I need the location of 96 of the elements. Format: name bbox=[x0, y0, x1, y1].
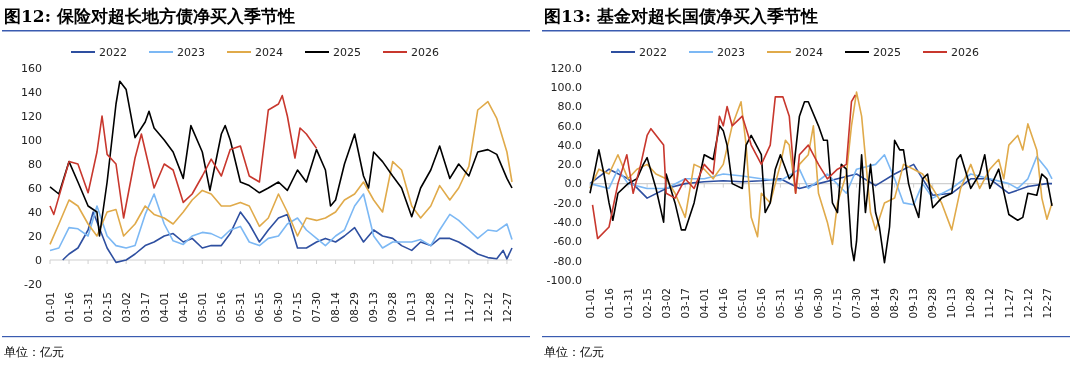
line-series bbox=[49, 193, 513, 252]
legend-label: 2026 bbox=[951, 45, 979, 59]
x-tick-label: 01-31 bbox=[621, 288, 634, 319]
x-tick-label: 06-30 bbox=[812, 288, 825, 319]
x-tick-label: 10-13 bbox=[945, 288, 958, 319]
legend-label: 2025 bbox=[333, 45, 361, 59]
line-series bbox=[591, 94, 857, 240]
y-tick-label: 20 bbox=[28, 229, 42, 243]
chart-title: 图12: 保险对超长地方债净买入季节性 bbox=[4, 6, 295, 26]
x-tick-label: 06-30 bbox=[272, 292, 285, 323]
x-tick-label: 09-13 bbox=[367, 292, 380, 323]
x-tick-label: 03-02 bbox=[119, 292, 132, 323]
chart-title: 图13: 基金对超长国债净买入季节性 bbox=[544, 6, 818, 26]
x-tick-label: 01-01 bbox=[43, 292, 56, 323]
legend-label: 2024 bbox=[255, 45, 283, 59]
y-tick-label: 100.0 bbox=[550, 81, 582, 95]
text: 单位：亿元 bbox=[4, 345, 64, 359]
x-tick-label: 06-15 bbox=[253, 292, 266, 323]
line-series bbox=[589, 153, 1053, 206]
y-tick-label: 40.0 bbox=[557, 138, 582, 152]
y-tick-label: -60.0 bbox=[553, 235, 582, 249]
x-tick-label: 01-16 bbox=[62, 291, 75, 323]
x-tick-label: 09-28 bbox=[926, 288, 939, 319]
x-tick-label: 11-12 bbox=[983, 288, 996, 319]
x-tick-label: 02-15 bbox=[100, 292, 113, 323]
x-tick-label: 10-28 bbox=[424, 292, 437, 323]
legend-label: 2022 bbox=[99, 45, 127, 59]
x-tick-label: 12-27 bbox=[500, 292, 513, 323]
y-tick-label: -80.0 bbox=[553, 254, 582, 268]
x-tick-label: 01-31 bbox=[81, 292, 94, 323]
x-tick-label: 02-15 bbox=[640, 288, 653, 319]
x-tick-label: 07-15 bbox=[831, 288, 844, 319]
line-series bbox=[49, 94, 318, 219]
x-tick-label: 12-12 bbox=[481, 292, 494, 323]
legend-label: 2023 bbox=[177, 45, 205, 59]
y-tick-label: -100.0 bbox=[546, 273, 582, 287]
line-series bbox=[49, 100, 513, 246]
legend-label: 2023 bbox=[717, 45, 745, 59]
line-series bbox=[589, 100, 1053, 264]
y-tick-label: 100 bbox=[21, 133, 42, 147]
line-series bbox=[589, 163, 1053, 199]
x-tick-label: 11-27 bbox=[1002, 288, 1015, 319]
x-tick-label: 07-30 bbox=[310, 292, 323, 323]
line-series bbox=[49, 80, 513, 237]
legend-label: 2025 bbox=[873, 45, 901, 59]
x-tick-label: 05-01 bbox=[735, 288, 748, 319]
x-tick-label: 04-01 bbox=[157, 292, 170, 323]
legend-label: 2022 bbox=[639, 45, 667, 59]
y-tick-label: -20 bbox=[24, 277, 42, 291]
legend-label: 2024 bbox=[795, 45, 823, 59]
x-tick-label: 07-15 bbox=[291, 292, 304, 323]
x-tick-label: 11-27 bbox=[462, 292, 475, 323]
x-tick-label: 12-12 bbox=[1021, 288, 1034, 319]
x-tick-label: 12-27 bbox=[1040, 288, 1053, 319]
x-tick-label: 01-01 bbox=[583, 288, 596, 319]
x-tick-label: 09-28 bbox=[386, 292, 399, 323]
x-tick-label: 11-12 bbox=[443, 292, 456, 323]
y-tick-label: 120.0 bbox=[550, 61, 582, 75]
x-tick-label: 04-16 bbox=[716, 287, 729, 319]
x-tick-label: 08-29 bbox=[888, 288, 901, 319]
x-tick-label: 07-30 bbox=[850, 288, 863, 319]
x-tick-label: 05-31 bbox=[774, 288, 787, 319]
x-tick-label: 06-15 bbox=[793, 288, 806, 319]
y-tick-label: -40.0 bbox=[553, 216, 582, 230]
x-tick-label: 04-01 bbox=[697, 288, 710, 319]
x-tick-label: 05-16 bbox=[755, 287, 768, 319]
x-tick-label: 03-17 bbox=[678, 288, 691, 319]
y-tick-label: 160 bbox=[21, 61, 42, 75]
x-tick-label: 08-29 bbox=[348, 292, 361, 323]
x-tick-label: 10-13 bbox=[405, 292, 418, 323]
x-tick-label: 05-16 bbox=[215, 291, 228, 323]
x-tick-label: 09-13 bbox=[907, 288, 920, 319]
x-tick-label: 03-17 bbox=[138, 292, 151, 323]
y-tick-label: 40 bbox=[28, 205, 42, 219]
x-tick-label: 01-16 bbox=[602, 287, 615, 319]
y-tick-label: 80.0 bbox=[557, 100, 582, 114]
y-tick-label: 140 bbox=[21, 85, 42, 99]
line-series bbox=[61, 211, 513, 264]
y-tick-label: -20.0 bbox=[553, 196, 582, 210]
x-tick-label: 03-02 bbox=[659, 288, 672, 319]
x-tick-label: 08-14 bbox=[869, 287, 882, 319]
x-tick-label: 04-16 bbox=[176, 291, 189, 323]
x-tick-label: 08-14 bbox=[329, 291, 342, 323]
y-tick-label: 0 bbox=[35, 253, 42, 267]
x-tick-label: 05-31 bbox=[234, 292, 247, 323]
x-tick-label: 05-01 bbox=[195, 292, 208, 323]
y-tick-label: 20.0 bbox=[557, 158, 582, 172]
legend-label: 2026 bbox=[411, 45, 439, 59]
y-tick-label: 120 bbox=[21, 109, 42, 123]
y-tick-label: 0.0 bbox=[564, 177, 582, 191]
y-tick-label: 60 bbox=[28, 181, 42, 195]
x-tick-label: 10-28 bbox=[964, 288, 977, 319]
text: 单位：亿元 bbox=[544, 345, 604, 359]
y-tick-label: 60.0 bbox=[557, 119, 582, 133]
line-series bbox=[589, 91, 1053, 246]
y-tick-label: 80 bbox=[28, 157, 42, 171]
